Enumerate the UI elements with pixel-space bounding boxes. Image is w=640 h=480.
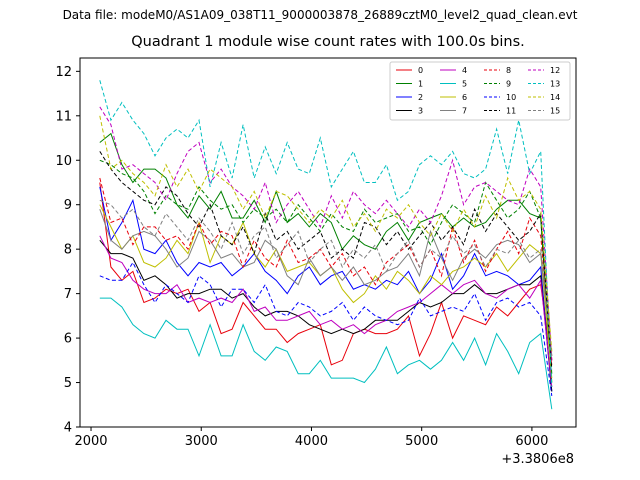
- y-tick-label: 5: [64, 376, 72, 391]
- series-line-4: [99, 235, 553, 388]
- legend-label-0: 0: [418, 66, 423, 75]
- x-tick-label: 6000: [515, 434, 548, 449]
- series-line-2: [99, 186, 553, 392]
- series-line-12: [99, 106, 553, 361]
- series-lines: [99, 80, 553, 410]
- x-tick-label: 4000: [295, 434, 328, 449]
- legend-label-14: 14: [550, 93, 560, 102]
- y-tick-label: 7: [64, 287, 72, 302]
- legend-label-6: 6: [462, 93, 467, 102]
- legend-label-1: 1: [418, 80, 423, 89]
- figure-suptitle: Data file: modeM0/AS1A09_038T11_90000038…: [62, 8, 578, 22]
- legend-label-10: 10: [506, 93, 516, 102]
- series-line-9: [99, 159, 553, 374]
- legend-label-3: 3: [418, 107, 423, 116]
- y-axis: 4 5 6 7 8 9 10 11 12: [55, 65, 80, 436]
- x-axis: 2000 3000 4000 5000 6000: [74, 427, 548, 449]
- series-line-5: [99, 297, 553, 410]
- legend-label-7: 7: [462, 107, 467, 116]
- series-line-15: [99, 199, 553, 356]
- legend-label-13: 13: [550, 80, 560, 89]
- chart-title: Quadrant 1 module wise count rates with …: [131, 34, 525, 50]
- y-tick-label: 6: [64, 332, 72, 347]
- y-tick-label: 9: [64, 198, 72, 213]
- y-tick-label: 10: [55, 154, 72, 169]
- x-axis-offset-label: +3.3806e8: [501, 452, 574, 467]
- series-line-0: [99, 182, 553, 366]
- y-tick-label: 12: [55, 65, 72, 80]
- plot-frame: [79, 57, 577, 428]
- series-line-14: [99, 115, 553, 352]
- series-line-7: [99, 209, 553, 356]
- x-tick-label: 3000: [185, 434, 218, 449]
- series-line-10: [99, 261, 553, 396]
- y-tick-label: 8: [64, 243, 72, 258]
- legend-label-5: 5: [462, 80, 467, 89]
- legend-label-9: 9: [506, 80, 511, 89]
- legend-label-8: 8: [506, 66, 511, 75]
- legend-label-12: 12: [550, 66, 560, 75]
- x-tick-label: 5000: [405, 434, 438, 449]
- x-tick-label: 2000: [74, 434, 107, 449]
- legend-label-2: 2: [418, 93, 423, 102]
- y-tick-label: 4: [64, 421, 72, 436]
- series-line-13: [99, 80, 553, 388]
- series-line-3: [99, 239, 553, 392]
- series-line-8: [99, 177, 553, 361]
- legend-label-4: 4: [462, 66, 467, 75]
- legend-box: [389, 61, 571, 121]
- y-tick-label: 11: [55, 109, 72, 124]
- series-line-11: [99, 151, 553, 370]
- series-line-1: [99, 132, 553, 383]
- legend-label-11: 11: [506, 107, 516, 116]
- legend-label-15: 15: [550, 107, 560, 116]
